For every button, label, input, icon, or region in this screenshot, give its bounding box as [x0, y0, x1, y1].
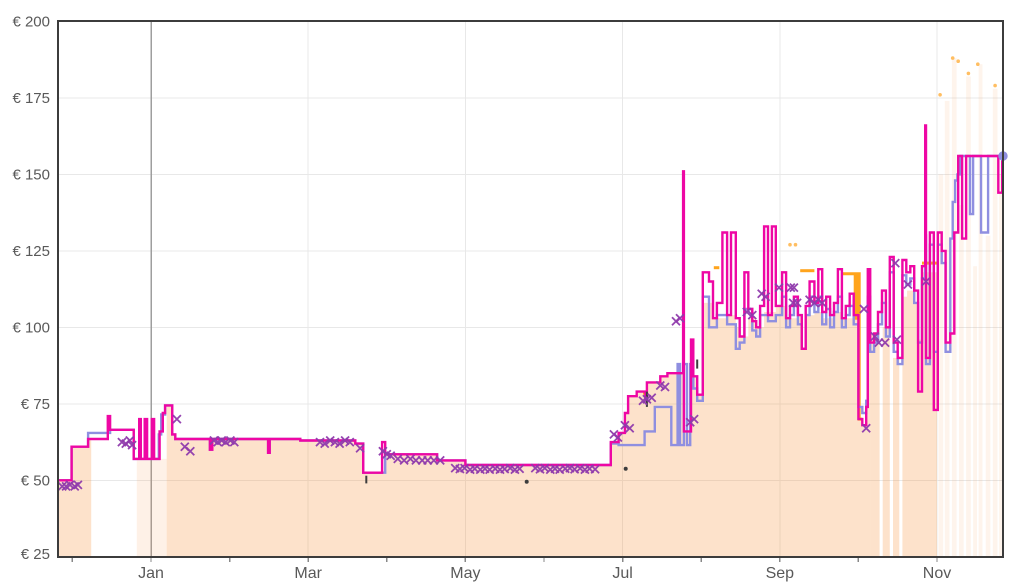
- x-axis-label: Sep: [766, 565, 795, 582]
- amazon-fill-stripe: [938, 174, 944, 556]
- x-axis-label: Nov: [923, 565, 951, 582]
- warehouse-x-marker: [870, 331, 880, 342]
- warehouse-x-marker: [675, 313, 685, 323]
- y-axis-label: € 150: [12, 166, 50, 183]
- warehouse-x-marker: [345, 437, 355, 447]
- amazon-fill-stripe: [978, 64, 983, 556]
- x-axis-label: May: [450, 565, 480, 582]
- warehouse-x-marker: [185, 446, 195, 456]
- used-price-dot: [524, 479, 529, 484]
- y-axis-label: € 175: [12, 90, 50, 107]
- warehouse-x-marker: [689, 414, 699, 424]
- warehouse-x-marker: [660, 382, 670, 392]
- y-axis-label: € 50: [21, 472, 50, 489]
- y-axis-label: € 200: [12, 13, 50, 30]
- amazon-fill-area: [58, 439, 92, 556]
- warehouse-x-marker: [355, 443, 365, 453]
- amazon-spot-dot: [966, 71, 971, 76]
- warehouse-x-marker: [229, 437, 239, 447]
- amazon-fill-stripe: [973, 266, 977, 556]
- buybox-price-line: [58, 124, 1004, 482]
- warehouse-x-marker: [786, 282, 796, 293]
- y-axis-label: € 125: [12, 243, 50, 260]
- y-axis-label: € 75: [21, 396, 50, 413]
- warehouse-x-marker: [459, 463, 470, 473]
- warehouse-x-marker: [747, 310, 757, 320]
- amazon-spot-dot: [950, 56, 955, 60]
- warehouse-x-marker: [804, 295, 815, 305]
- warehouse-x-marker: [613, 432, 623, 443]
- warehouse-x-marker: [861, 423, 871, 433]
- warehouse-x-marker: [792, 298, 802, 308]
- warehouse-x-marker: [540, 463, 550, 473]
- amazon-fill-stripe: [893, 357, 900, 556]
- warehouse-x-marker: [890, 258, 900, 268]
- x-axis-label: Mar: [294, 565, 322, 582]
- amazon-spot-dot: [938, 93, 942, 97]
- warehouse-x-marker: [817, 298, 827, 308]
- warehouse-x-marker: [774, 282, 784, 293]
- amazon-fill-stripe: [999, 174, 1003, 556]
- amazon-spot-dot: [993, 83, 997, 88]
- warehouse-x-marker: [892, 334, 902, 345]
- amazon-fill-stripe: [882, 327, 890, 556]
- warehouse-x-marker: [903, 279, 913, 290]
- warehouse-x-marker: [620, 420, 630, 430]
- amazon-spot-dot: [793, 242, 798, 247]
- warehouse-x-marker: [921, 276, 931, 287]
- warehouse-x-marker: [590, 464, 600, 474]
- warehouse-x-marker: [789, 282, 799, 293]
- warehouse-x-marker: [405, 454, 416, 464]
- amazon-fill-stripe: [944, 100, 950, 557]
- warehouse-x-marker: [57, 481, 67, 492]
- warehouse-x-marker: [125, 435, 135, 446]
- amazon-spot-dot: [976, 62, 980, 66]
- amazon-fill-stripe: [902, 296, 908, 556]
- amazon-fill-area: [166, 302, 871, 556]
- warehouse-x-marker: [788, 298, 798, 308]
- amazon-spot-dot: [788, 242, 792, 247]
- warehouse-x-marker: [625, 423, 635, 433]
- used-price-dot: [623, 466, 628, 471]
- warehouse-x-marker: [760, 292, 771, 302]
- warehouse-x-marker: [435, 455, 445, 466]
- plot-border: [57, 20, 1004, 558]
- warehouse-x-marker: [514, 464, 525, 474]
- amazon-fill-stripe: [992, 88, 998, 556]
- warehouse-x-marker: [127, 440, 137, 450]
- amazon-fill-stripe: [870, 333, 880, 556]
- amazon-fill-stripe: [959, 205, 964, 556]
- y-axis-label: € 25: [21, 546, 50, 563]
- y-axis-label: € 100: [12, 319, 50, 336]
- warehouse-x-marker: [859, 304, 869, 314]
- warehouse-x-marker: [320, 438, 330, 449]
- warehouse-x-marker: [73, 480, 83, 490]
- amazon-fill-area: [136, 458, 167, 556]
- amazon-fill-stripe: [985, 235, 991, 556]
- x-axis-label: Jan: [138, 565, 164, 582]
- amazon-spot-dot: [956, 59, 960, 63]
- warehouse-x-marker: [647, 393, 657, 403]
- warehouse-x-marker: [334, 438, 345, 449]
- x-axis-label: Jul: [612, 565, 632, 582]
- warehouse-x-marker: [172, 414, 182, 424]
- amazon-fill-stripe: [966, 76, 971, 556]
- warehouse-x-marker: [880, 337, 890, 348]
- warehouse-x-marker: [742, 307, 752, 317]
- warehouse-x-marker: [386, 451, 396, 461]
